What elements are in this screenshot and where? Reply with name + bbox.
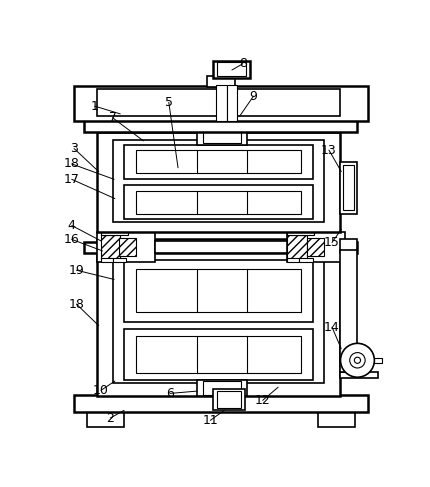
Bar — [307, 238, 323, 256]
Text: 18: 18 — [64, 157, 80, 170]
Bar — [97, 243, 340, 396]
Bar — [119, 238, 136, 256]
Bar — [299, 258, 313, 262]
Bar — [207, 76, 235, 87]
Circle shape — [350, 353, 365, 368]
Bar — [101, 235, 120, 260]
Circle shape — [341, 343, 375, 377]
Bar — [113, 258, 126, 262]
Bar — [84, 119, 357, 131]
Text: 17: 17 — [64, 173, 80, 186]
Text: 6: 6 — [166, 387, 174, 400]
Bar — [203, 132, 241, 143]
Bar — [340, 250, 356, 372]
Bar — [136, 337, 301, 374]
Text: 8: 8 — [239, 57, 247, 70]
Bar — [124, 330, 313, 379]
Bar — [101, 231, 128, 235]
Text: 19: 19 — [68, 263, 84, 277]
Bar — [97, 239, 340, 243]
Bar — [287, 232, 345, 262]
Bar — [343, 166, 353, 210]
Bar — [97, 89, 340, 116]
Bar — [197, 379, 247, 396]
Bar — [136, 191, 301, 214]
Bar — [216, 85, 227, 121]
Bar — [318, 411, 355, 427]
Text: 2: 2 — [106, 412, 114, 425]
Text: 9: 9 — [249, 90, 258, 103]
Bar — [203, 381, 241, 395]
Bar — [97, 131, 340, 232]
Text: 18: 18 — [68, 298, 84, 311]
Circle shape — [354, 357, 360, 363]
Bar — [217, 391, 241, 408]
Bar — [213, 389, 245, 411]
Text: 12: 12 — [255, 394, 270, 407]
Text: 11: 11 — [203, 414, 218, 427]
Bar — [136, 150, 301, 173]
Bar — [340, 372, 378, 378]
Bar — [124, 186, 313, 219]
Bar — [287, 231, 314, 235]
Text: 15: 15 — [324, 236, 340, 249]
Bar — [87, 411, 124, 427]
Bar — [97, 232, 155, 262]
Bar — [340, 162, 356, 214]
Text: 16: 16 — [64, 233, 80, 246]
Bar — [84, 242, 315, 253]
Bar — [373, 358, 382, 363]
Text: 14: 14 — [324, 320, 340, 334]
Bar — [213, 61, 250, 78]
Bar — [136, 269, 301, 312]
Bar — [316, 242, 356, 253]
Bar — [217, 62, 246, 76]
Bar — [227, 85, 237, 121]
Bar — [340, 240, 356, 253]
Text: 1: 1 — [91, 100, 99, 112]
Bar — [124, 145, 313, 179]
Bar — [124, 260, 313, 322]
Bar — [113, 140, 324, 222]
Bar — [113, 252, 324, 383]
Bar — [74, 395, 368, 412]
Text: 4: 4 — [68, 219, 76, 232]
Text: 5: 5 — [165, 96, 173, 109]
Bar — [287, 258, 299, 262]
Text: 13: 13 — [321, 144, 337, 156]
Bar — [287, 235, 307, 260]
Text: 10: 10 — [93, 384, 109, 397]
Bar — [323, 246, 338, 396]
Bar — [101, 258, 113, 262]
Bar — [74, 86, 368, 121]
Text: 3: 3 — [70, 142, 78, 155]
Bar — [197, 131, 247, 145]
Bar — [155, 241, 287, 253]
Text: 7: 7 — [108, 111, 117, 124]
